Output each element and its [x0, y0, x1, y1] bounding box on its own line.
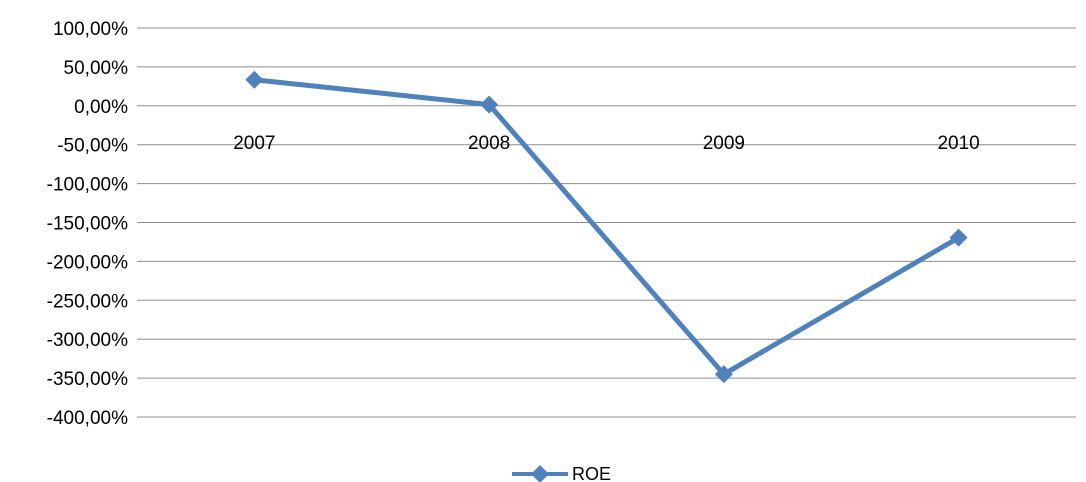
legend-diamond-marker: [531, 465, 549, 482]
x-axis-category-labels: 2007 2008 2009 2010: [233, 133, 980, 154]
y-axis-tick-labels: 100,00% 50,00% 0,00% -50,00% -100,00% -150,00…: [47, 19, 128, 429]
data-point-marker: [714, 365, 733, 384]
y-tick-label: -250,00%: [47, 291, 128, 312]
legend: ROE: [512, 464, 611, 482]
gridlines: [137, 27, 1076, 418]
y-tick-label: -300,00%: [47, 330, 128, 351]
series-line-roe: [254, 77, 960, 377]
legend-label-roe: ROE: [572, 464, 611, 482]
series-roe: [245, 70, 968, 384]
x-category-label: 2010: [937, 133, 979, 154]
y-tick-label: -350,00%: [47, 369, 128, 390]
x-category-label: 2008: [468, 133, 510, 154]
y-tick-label: 0,00%: [74, 97, 128, 118]
data-point-marker: [245, 70, 264, 89]
y-tick-label: -150,00%: [47, 214, 128, 235]
y-tick-label: -100,00%: [47, 175, 128, 196]
y-tick-label: -50,00%: [57, 136, 128, 157]
y-tick-label: 100,00%: [53, 19, 128, 40]
y-tick-label: -200,00%: [47, 252, 128, 273]
data-point-marker: [480, 95, 499, 114]
x-category-label: 2009: [703, 133, 745, 154]
y-tick-label: -400,00%: [47, 408, 128, 429]
x-category-label: 2007: [233, 133, 275, 154]
data-point-marker: [949, 228, 968, 247]
y-tick-label: 50,00%: [64, 58, 129, 79]
